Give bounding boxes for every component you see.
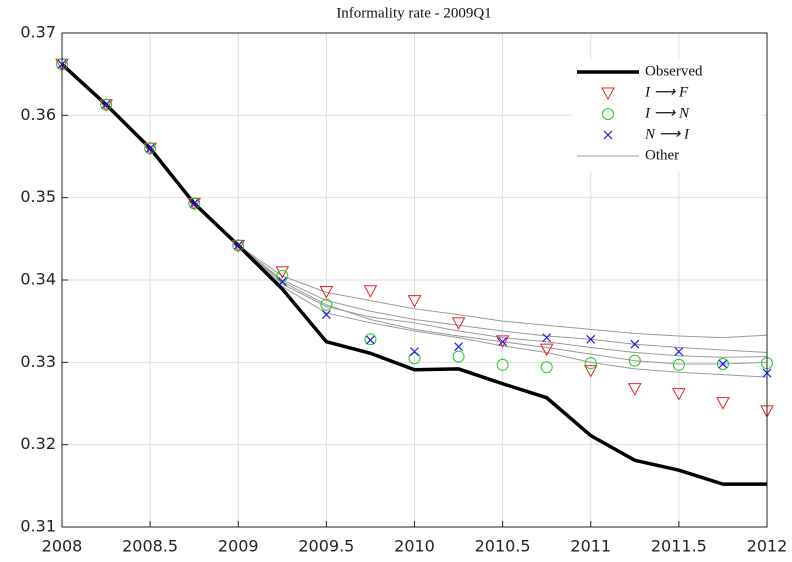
y-tick-label: 0.33 bbox=[20, 352, 56, 371]
x-marker bbox=[145, 143, 155, 153]
other-line bbox=[237, 245, 768, 378]
circle-marker bbox=[628, 354, 641, 367]
triangle-marker bbox=[716, 397, 730, 410]
circle-marker bbox=[584, 357, 597, 370]
other-line bbox=[237, 245, 768, 339]
circle-marker bbox=[540, 361, 553, 374]
legend: Observed I ⟶ F I ⟶ N N ⟶ I Other bbox=[571, 59, 763, 172]
legend-swatch bbox=[602, 108, 614, 120]
x-marker bbox=[321, 310, 331, 320]
x-tick-label: 2010 bbox=[394, 537, 435, 556]
chart-title: Informality rate - 2009Q1 bbox=[336, 5, 491, 21]
triangle-marker bbox=[451, 317, 466, 330]
circle-marker bbox=[320, 298, 333, 311]
y-tick-label: 0.32 bbox=[20, 434, 56, 453]
legend-label: I ⟶ N bbox=[644, 105, 690, 121]
x-marker bbox=[366, 335, 375, 345]
legend-label: Observed bbox=[645, 63, 703, 79]
x-marker bbox=[410, 347, 419, 357]
x-marker bbox=[718, 359, 728, 369]
triangle-marker bbox=[275, 266, 290, 279]
x-marker bbox=[498, 337, 508, 347]
y-tick-label: 0.34 bbox=[20, 270, 56, 289]
triangle-marker bbox=[583, 365, 598, 378]
x-marker bbox=[189, 199, 199, 208]
y-tick-label: 0.31 bbox=[20, 517, 56, 536]
legend-label: I ⟶ F bbox=[644, 84, 689, 100]
x-marker bbox=[454, 342, 463, 352]
triangle-marker bbox=[143, 142, 157, 156]
circle-marker bbox=[496, 358, 509, 371]
circle-marker bbox=[716, 357, 729, 370]
x-tick-label: 2010.5 bbox=[475, 537, 531, 556]
x-marker bbox=[277, 277, 287, 287]
triangle-marker bbox=[319, 286, 334, 299]
x-tick-label: 2008.5 bbox=[122, 537, 178, 556]
x-tick-label: 2011.5 bbox=[651, 537, 707, 556]
triangle-marker bbox=[672, 388, 686, 401]
x-tick-label: 2009 bbox=[218, 537, 259, 556]
x-marker bbox=[630, 339, 640, 349]
circle-marker bbox=[232, 239, 245, 252]
circle-marker bbox=[672, 358, 685, 371]
circle-marker bbox=[452, 350, 465, 363]
other-line bbox=[237, 245, 768, 358]
circle-marker bbox=[100, 98, 113, 111]
circle-marker bbox=[188, 197, 201, 210]
x-marker bbox=[542, 333, 552, 343]
other-line bbox=[237, 245, 768, 353]
triangle-marker bbox=[407, 295, 422, 308]
plot-frame bbox=[61, 32, 768, 528]
triangle-marker bbox=[363, 285, 378, 298]
x-marker bbox=[674, 347, 684, 357]
legend-swatch bbox=[603, 130, 613, 140]
x-marker bbox=[233, 240, 243, 250]
legend-label: Other bbox=[645, 147, 679, 163]
triangle-marker bbox=[495, 335, 510, 348]
legend-label: N ⟶ I bbox=[644, 126, 690, 142]
triangle-marker bbox=[539, 343, 554, 357]
x-tick-label: 2008 bbox=[42, 537, 83, 556]
legend-swatch bbox=[601, 87, 615, 101]
y-tick-label: 0.37 bbox=[20, 23, 56, 42]
y-tick-label: 0.36 bbox=[20, 105, 56, 124]
circle-marker bbox=[364, 333, 377, 346]
circle-marker bbox=[144, 142, 157, 155]
x-marker bbox=[586, 334, 596, 344]
observed-line bbox=[60, 62, 767, 486]
x-tick-label: 2012 bbox=[747, 537, 788, 556]
x-tick-label: 2009.5 bbox=[298, 537, 354, 556]
x-tick-label: 2011 bbox=[570, 537, 611, 556]
triangle-marker bbox=[627, 383, 642, 396]
circle-marker bbox=[408, 352, 421, 365]
x-marker bbox=[101, 100, 111, 110]
y-tick-label: 0.35 bbox=[20, 187, 56, 206]
